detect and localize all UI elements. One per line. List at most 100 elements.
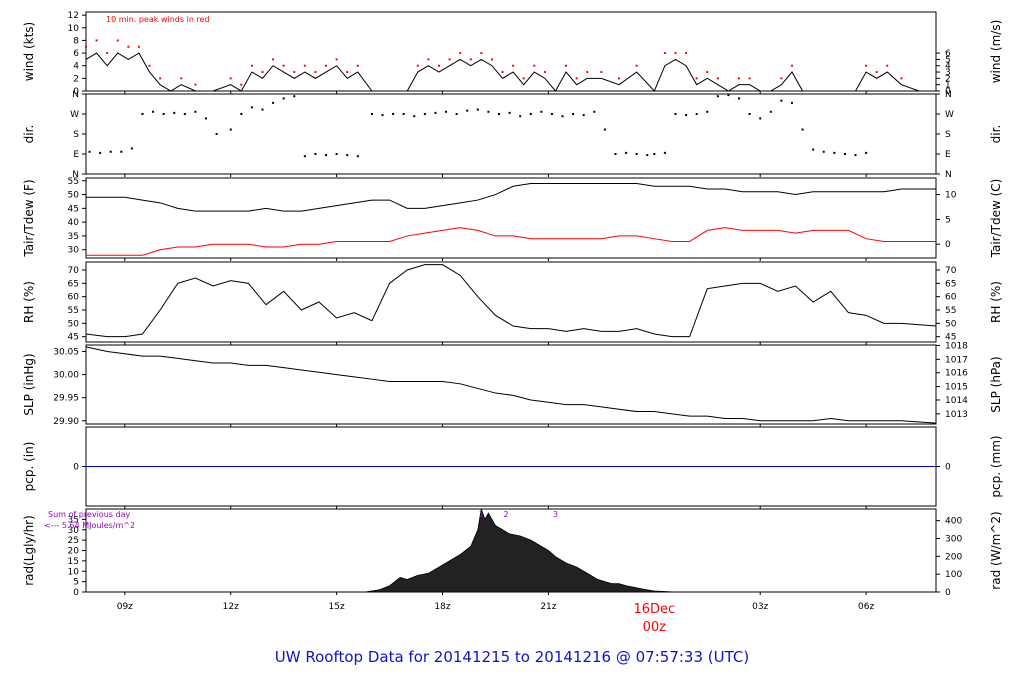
y-right-tick-label: 0 xyxy=(945,240,951,250)
y-tick-label: E xyxy=(73,150,79,160)
series-line xyxy=(85,346,937,424)
peak-wind-marker xyxy=(293,71,296,74)
peak-wind-marker xyxy=(261,71,264,74)
y-right-tick-label: 10 xyxy=(945,191,957,201)
direction-point xyxy=(455,113,458,115)
y-tick-label: 29.95 xyxy=(53,394,79,404)
y-tick-label: 50 xyxy=(68,191,80,201)
radiation-marker: 1 xyxy=(479,510,484,519)
day-label-2: 00z xyxy=(643,620,667,635)
direction-point xyxy=(229,128,232,131)
y-tick-label: 70 xyxy=(68,266,80,276)
y-right-tick-label: 300 xyxy=(945,534,962,544)
direction-point xyxy=(822,150,825,153)
peak-wind-marker xyxy=(282,64,285,67)
y-right-axis-label: RH (%) xyxy=(989,281,1003,323)
direction-point xyxy=(529,113,532,115)
direction-point xyxy=(183,113,186,115)
direction-point xyxy=(738,97,741,100)
radiation-annotation-2: <--- 5.64 MJoules/m^2 xyxy=(44,521,135,530)
panel-frame xyxy=(85,93,937,175)
direction-point xyxy=(205,117,208,120)
y-tick-label: 35 xyxy=(68,515,79,525)
direction-point xyxy=(497,113,500,115)
x-tick-label: 09z xyxy=(117,602,133,612)
direction-point xyxy=(854,154,857,157)
direction-point xyxy=(843,153,846,155)
direction-point xyxy=(370,113,373,115)
direction-point xyxy=(614,153,617,155)
series-line xyxy=(85,52,936,92)
direction-point xyxy=(152,110,155,113)
peak-wind-marker xyxy=(565,64,568,67)
direction-point xyxy=(402,113,405,115)
peak-wind-marker xyxy=(272,58,275,61)
y-tick-label: 30 xyxy=(68,246,80,256)
direction-point xyxy=(695,113,698,115)
direction-point xyxy=(561,115,564,118)
direction-point xyxy=(162,113,165,115)
y-right-tick-label: 100 xyxy=(945,570,962,580)
y-tick-label: 25 xyxy=(68,536,79,546)
peak-wind-marker xyxy=(159,77,162,80)
y-right-tick-label: 200 xyxy=(945,552,962,562)
peak-wind-marker xyxy=(95,39,98,42)
direction-point xyxy=(381,114,384,117)
y-tick-label: 40 xyxy=(68,218,80,228)
series-line xyxy=(86,227,936,256)
peak-wind-marker xyxy=(148,64,151,67)
y-tick-label: 4 xyxy=(73,62,79,72)
y-tick-label: 20 xyxy=(68,547,80,557)
peak-wind-marker xyxy=(865,64,868,67)
direction-point xyxy=(865,151,868,154)
direction-point xyxy=(141,113,144,115)
y-tick-label: 30 xyxy=(68,526,80,536)
peak-wind-marker xyxy=(738,77,741,80)
y-right-tick-label: 5 xyxy=(945,55,951,65)
y-axis-label: RH (%) xyxy=(22,281,36,323)
direction-point xyxy=(653,153,656,155)
footer-title: UW Rooftop Data for 20141215 to 20141216… xyxy=(274,648,750,666)
radiation-marker: 2 xyxy=(504,510,509,519)
peak-wind-marker xyxy=(695,77,698,80)
y-right-tick-label: 1018 xyxy=(945,341,968,351)
peak-wind-marker xyxy=(469,58,472,61)
direction-point xyxy=(88,150,91,153)
direction-point xyxy=(748,113,751,115)
peak-wind-marker xyxy=(543,71,546,74)
peak-wind-marker xyxy=(106,52,109,55)
direction-point xyxy=(466,109,469,112)
y-tick-label: 60 xyxy=(68,293,80,303)
y-tick-label: 30.00 xyxy=(53,371,79,381)
radiation-annotation: Sum of previous day xyxy=(48,510,130,519)
x-tick-label: 12z xyxy=(223,602,239,612)
y-tick-label: 6 xyxy=(73,49,79,59)
y-tick-label: 0 xyxy=(73,463,79,473)
peak-wind-marker xyxy=(501,71,504,74)
peak-wind-marker xyxy=(303,64,306,67)
y-right-tick-label: 1015 xyxy=(945,383,968,393)
peak-wind-marker xyxy=(600,71,603,74)
direction-point xyxy=(635,153,638,155)
y-right-tick-label: 0 xyxy=(945,588,951,598)
y-right-tick-label: 4 xyxy=(945,62,951,72)
peak-wind-marker xyxy=(674,52,677,55)
direction-point xyxy=(314,153,317,155)
direction-point xyxy=(801,128,804,131)
panel-frame xyxy=(85,344,937,425)
direction-point xyxy=(413,115,416,118)
direction-point xyxy=(325,154,328,157)
peak-wind-marker xyxy=(748,77,751,80)
peak-wind-marker xyxy=(512,64,515,67)
y-right-axis-label: Tair/Tdew (C) xyxy=(989,179,1003,259)
direction-point xyxy=(445,110,448,113)
peak-wind-marker xyxy=(85,45,87,48)
direction-point xyxy=(508,111,511,114)
y-tick-label: 45 xyxy=(68,204,79,214)
direction-point xyxy=(250,106,253,109)
y-tick-label: S xyxy=(73,130,79,140)
direction-point xyxy=(215,133,218,135)
y-tick-label: 35 xyxy=(68,232,79,242)
y-tick-label: 45 xyxy=(68,333,79,343)
y-right-tick-label: 0 xyxy=(945,87,951,97)
